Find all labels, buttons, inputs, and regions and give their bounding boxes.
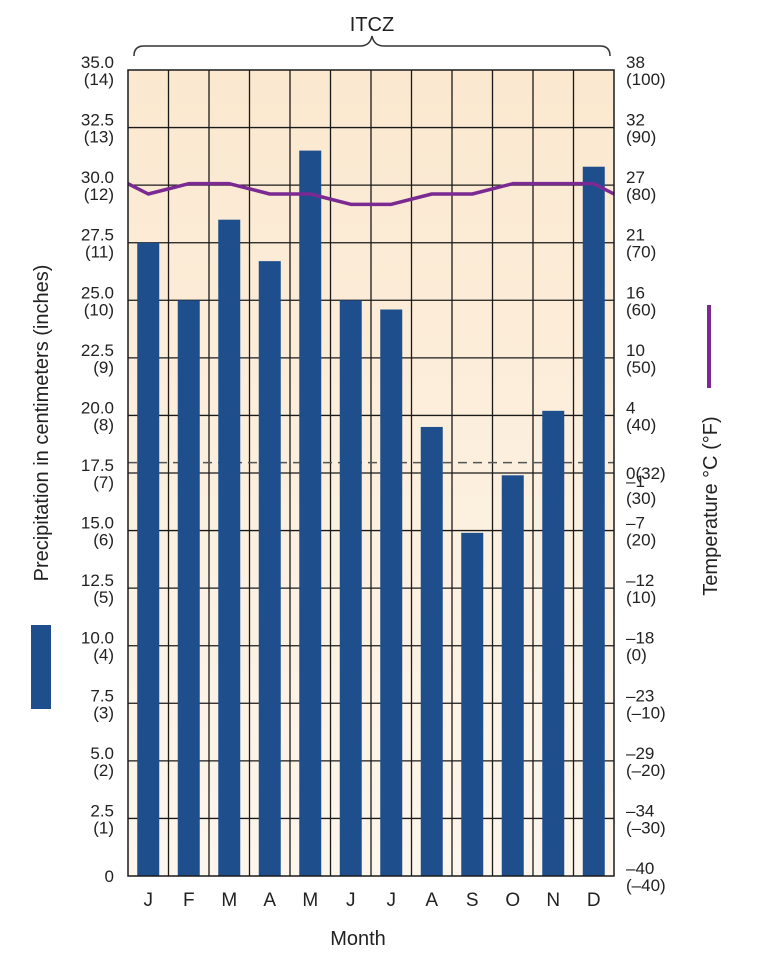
precipitation-bars — [137, 150, 605, 877]
y2-tick-label: –34 — [626, 801, 654, 820]
month-label: M — [302, 890, 318, 911]
y2-tick-label: 4 — [626, 398, 635, 417]
y-tick-label-inches: (4) — [93, 646, 114, 665]
y2-tick-label: 27 — [626, 168, 645, 187]
left-axis-ticks: 35.0(14) 32.5(13) 30.0(12) 27.5(11) 25.0(10)… — [81, 53, 114, 886]
month-label: J — [387, 890, 397, 911]
y-tick-label: 25.0 — [81, 283, 114, 302]
y-tick-label-inches: (2) — [93, 761, 114, 780]
y2-tick-label-fahrenheit: (20) — [626, 531, 656, 550]
y-tick-label: 7.5 — [90, 686, 114, 705]
y-tick-label: 32.5 — [81, 111, 114, 130]
y2-tick-label-fahrenheit: (–20) — [626, 761, 666, 780]
y2-tick-label: –7 — [626, 514, 645, 533]
y-tick-label-inches: (10) — [84, 300, 114, 319]
precipitation-bar — [299, 150, 322, 877]
y2-tick-label-fahrenheit: (90) — [626, 128, 656, 147]
precipitation-legend-swatch — [31, 625, 51, 709]
y2-tick-label: 21 — [626, 226, 645, 245]
month-label: A — [263, 890, 276, 911]
y2-tick-label: –40 — [626, 859, 654, 878]
y-axis-title: Precipitation in centimeters (inches) — [31, 265, 53, 582]
y-tick-label: 27.5 — [81, 226, 114, 245]
month-label: J — [346, 890, 356, 911]
y2-tick-label-fahrenheit: (–30) — [626, 818, 666, 837]
right-axis-ticks: 38(100) 32(90) 27(80) 21(70) 16(60) 10(50) 4(4… — [626, 53, 666, 895]
precipitation-bar — [137, 242, 160, 876]
y-tick-label-inches: (8) — [93, 415, 114, 434]
y2-tick-label-fahrenheit: (0) — [626, 646, 647, 665]
y-tick-label-inches: (1) — [93, 818, 114, 837]
precipitation-bar — [218, 219, 241, 876]
month-label: F — [183, 890, 195, 911]
y2-tick-label: 32 — [626, 111, 645, 130]
month-label: N — [546, 890, 560, 911]
y2-tick-label-fahrenheit: (60) — [626, 300, 656, 319]
y-tick-label-inches: (7) — [93, 473, 114, 492]
y-tick-label: 2.5 — [90, 801, 114, 820]
temperature-line — [127, 181, 615, 207]
y-tick-label: 12.5 — [81, 571, 114, 590]
y-tick-label: 0 — [105, 867, 114, 886]
y-tick-label: 35.0 — [81, 53, 114, 72]
y2-axis-title: Temperature °C (°F) — [700, 416, 722, 595]
y2-tick-label: 16 — [626, 283, 645, 302]
y2-tick-label-fahrenheit: (80) — [626, 185, 656, 204]
y2-tick-label: –1 — [626, 472, 645, 491]
month-label: A — [425, 890, 438, 911]
precipitation-bar — [420, 426, 443, 876]
y-tick-label: 17.5 — [81, 456, 114, 475]
y-tick-label-inches: (5) — [93, 588, 114, 607]
y-tick-label: 10.0 — [81, 629, 114, 648]
y2-tick-label: 10 — [626, 341, 645, 360]
y-tick-label-inches: (3) — [93, 703, 114, 722]
y2-tick-label-fahrenheit: (40) — [626, 415, 656, 434]
y-tick-label: 15.0 — [81, 514, 114, 533]
precipitation-bar — [177, 300, 200, 876]
y-tick-label-inches: (11) — [85, 243, 114, 262]
month-label: M — [221, 890, 237, 911]
y2-tick-label: –29 — [626, 744, 654, 763]
y-tick-label: 5.0 — [90, 744, 114, 763]
y2-tick-label: 38 — [626, 53, 645, 72]
y-tick-label-inches: (14) — [84, 70, 114, 89]
y2-tick-label: –18 — [626, 629, 654, 648]
y2-tick-label-fahrenheit: (30) — [626, 489, 656, 508]
y2-tick-label-fahrenheit: (100) — [626, 70, 666, 89]
y-tick-label: 30.0 — [81, 168, 114, 187]
precipitation-bar — [339, 300, 362, 876]
y2-tick-label: –12 — [626, 571, 654, 590]
precipitation-bar — [461, 532, 484, 876]
y-tick-label-inches: (9) — [93, 358, 114, 377]
y-tick-label-inches: (12) — [84, 185, 114, 204]
precipitation-bar — [258, 261, 281, 876]
x-axis-title: Month — [330, 928, 386, 950]
itcz-label: ITCZ — [350, 14, 394, 36]
month-label: J — [144, 890, 154, 911]
precipitation-bar — [582, 166, 605, 877]
y2-tick-label-fahrenheit: (–40) — [626, 876, 666, 895]
y-tick-label-inches: (13) — [84, 128, 114, 147]
precipitation-bar — [542, 410, 565, 876]
y2-tick-label-fahrenheit: (–10) — [626, 703, 666, 722]
precipitation-bar — [501, 475, 524, 876]
y-tick-label: 22.5 — [81, 341, 114, 360]
precipitation-bar — [380, 309, 403, 876]
y-tick-label-inches: (6) — [93, 531, 114, 550]
y2-tick-label-fahrenheit: (10) — [626, 588, 656, 607]
y2-tick-label-fahrenheit: (70) — [626, 243, 656, 262]
y2-tick-label: –23 — [626, 686, 654, 705]
month-label: O — [505, 890, 520, 911]
y2-tick-label-fahrenheit: (50) — [626, 358, 656, 377]
y-tick-label: 20.0 — [81, 398, 114, 417]
y2-tick-label: 0(32) — [626, 464, 666, 483]
itcz-brace — [133, 35, 611, 57]
month-label: D — [587, 890, 601, 911]
month-label: S — [466, 890, 479, 911]
plot-border — [127, 69, 615, 877]
grid — [128, 70, 614, 876]
